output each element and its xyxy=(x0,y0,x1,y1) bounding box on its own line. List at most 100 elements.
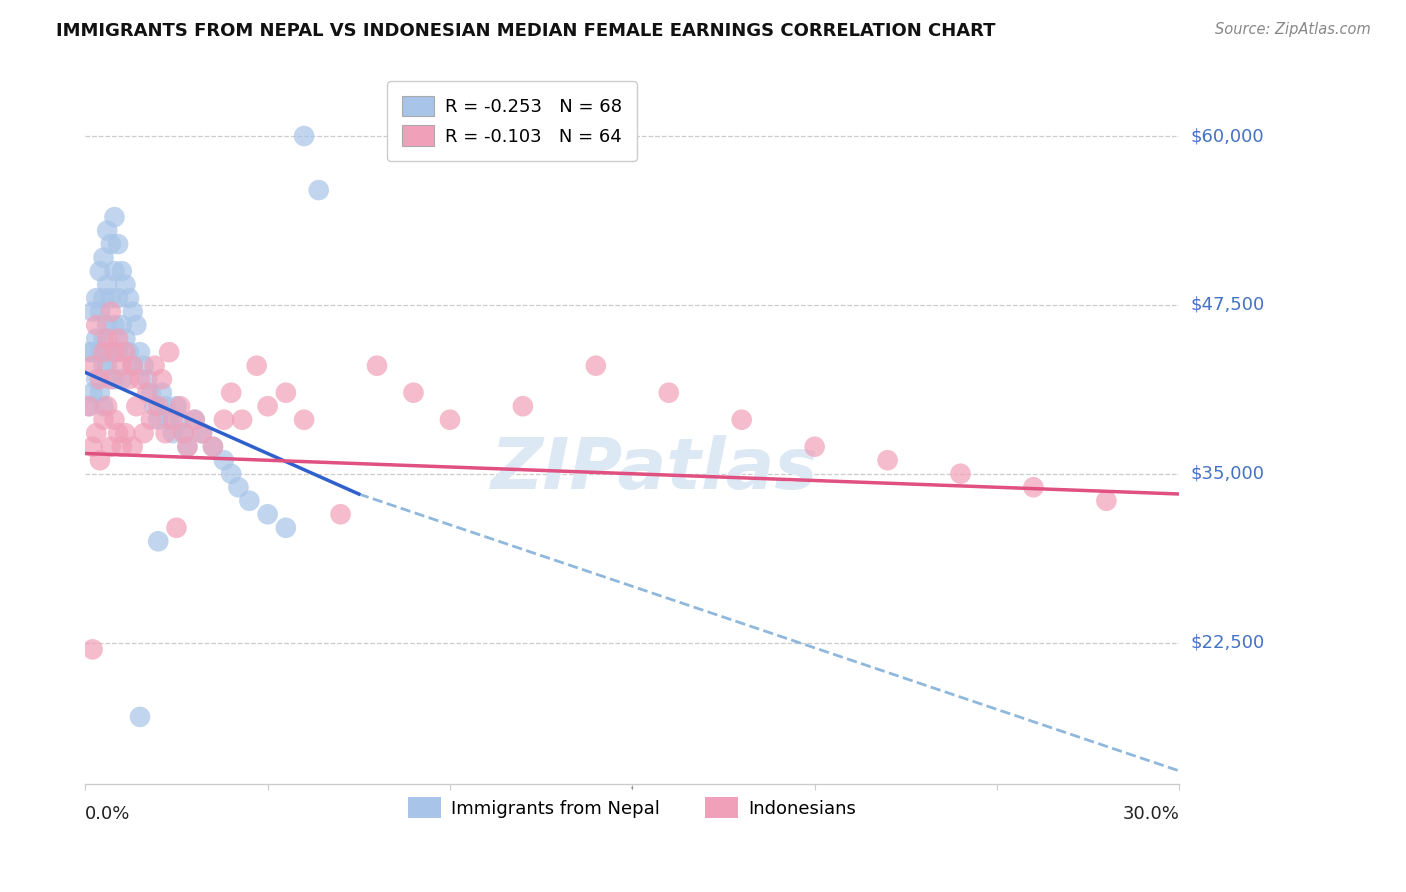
Point xyxy=(139,385,162,400)
Point xyxy=(100,237,122,252)
Point xyxy=(402,385,425,400)
Point xyxy=(246,359,269,373)
Text: $22,500: $22,500 xyxy=(1191,633,1264,651)
Point xyxy=(143,359,166,373)
Point xyxy=(93,332,115,346)
Point xyxy=(231,413,253,427)
Point xyxy=(93,251,115,265)
Point xyxy=(191,426,214,441)
Point xyxy=(100,345,122,359)
Text: $35,000: $35,000 xyxy=(1191,465,1264,483)
Point xyxy=(111,440,134,454)
Point xyxy=(150,372,173,386)
Point xyxy=(111,359,134,373)
Text: $60,000: $60,000 xyxy=(1191,127,1264,145)
Point xyxy=(132,359,155,373)
Point xyxy=(96,318,118,333)
Point xyxy=(155,399,177,413)
Point xyxy=(148,399,170,413)
Point xyxy=(84,372,107,386)
Point xyxy=(100,291,122,305)
Text: ZIPatlas: ZIPatlas xyxy=(491,435,818,504)
Point xyxy=(183,413,205,427)
Point xyxy=(121,359,143,373)
Text: Source: ZipAtlas.com: Source: ZipAtlas.com xyxy=(1215,22,1371,37)
Point xyxy=(96,224,118,238)
Point xyxy=(89,345,111,359)
Point xyxy=(136,372,159,386)
Point xyxy=(274,385,297,400)
Point xyxy=(166,521,188,535)
Legend: Immigrants from Nepal, Indonesians: Immigrants from Nepal, Indonesians xyxy=(401,790,863,825)
Point xyxy=(129,710,152,724)
Point xyxy=(129,345,152,359)
Point xyxy=(731,413,754,427)
Point xyxy=(169,399,191,413)
Point xyxy=(82,345,104,359)
Point xyxy=(157,345,180,359)
Point xyxy=(585,359,607,373)
Point xyxy=(803,440,825,454)
Point xyxy=(173,426,195,441)
Point xyxy=(100,304,122,318)
Point xyxy=(89,453,111,467)
Point xyxy=(107,426,129,441)
Point xyxy=(111,318,134,333)
Point xyxy=(658,385,681,400)
Point xyxy=(96,399,118,413)
Point xyxy=(173,426,195,441)
Point xyxy=(121,359,143,373)
Point xyxy=(103,210,125,224)
Point xyxy=(166,399,188,413)
Point xyxy=(256,508,278,522)
Point xyxy=(439,413,461,427)
Point xyxy=(274,521,297,535)
Point xyxy=(114,345,136,359)
Point xyxy=(84,426,107,441)
Point xyxy=(228,480,250,494)
Point xyxy=(107,291,129,305)
Text: $47,500: $47,500 xyxy=(1191,296,1264,314)
Point xyxy=(949,467,972,481)
Point xyxy=(212,413,235,427)
Point xyxy=(366,359,388,373)
Point xyxy=(96,332,118,346)
Point xyxy=(118,291,141,305)
Point xyxy=(176,440,198,454)
Point xyxy=(100,440,122,454)
Point xyxy=(162,426,184,441)
Point xyxy=(155,426,177,441)
Point xyxy=(89,372,111,386)
Point xyxy=(118,345,141,359)
Point xyxy=(114,332,136,346)
Point xyxy=(148,413,170,427)
Point xyxy=(103,372,125,386)
Point xyxy=(132,426,155,441)
Point xyxy=(329,508,352,522)
Point xyxy=(143,399,166,413)
Point xyxy=(107,332,129,346)
Point xyxy=(121,304,143,318)
Point xyxy=(82,359,104,373)
Point xyxy=(114,277,136,292)
Point xyxy=(129,372,152,386)
Point xyxy=(136,385,159,400)
Point xyxy=(84,291,107,305)
Text: 30.0%: 30.0% xyxy=(1122,805,1180,822)
Point xyxy=(292,413,315,427)
Point xyxy=(176,440,198,454)
Point xyxy=(219,467,242,481)
Point xyxy=(93,345,115,359)
Point xyxy=(93,413,115,427)
Point xyxy=(157,413,180,427)
Point xyxy=(118,372,141,386)
Point xyxy=(77,399,100,413)
Point xyxy=(201,440,224,454)
Point xyxy=(148,534,170,549)
Point xyxy=(84,332,107,346)
Point xyxy=(238,493,260,508)
Point xyxy=(1095,493,1118,508)
Point xyxy=(292,129,315,144)
Point xyxy=(84,318,107,333)
Point xyxy=(89,304,111,318)
